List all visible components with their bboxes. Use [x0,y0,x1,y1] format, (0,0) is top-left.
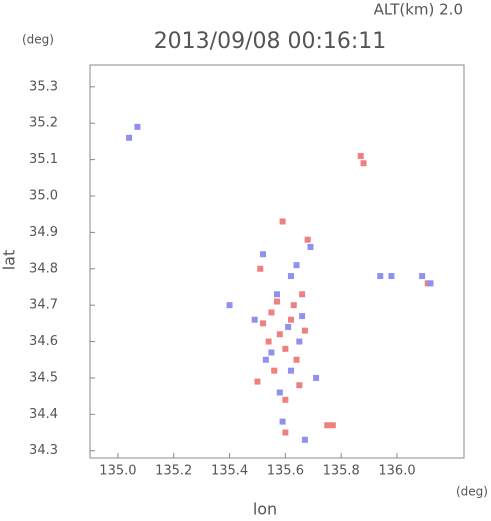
echo-point [329,422,336,429]
x-tick-label: 136.0 [378,464,415,479]
echo-point [296,338,303,345]
echo-point [324,422,331,429]
echo-point [287,367,294,374]
echo-point [271,367,278,374]
echo-point [262,356,269,363]
echo-point [357,152,364,159]
x-tick-label: 135.8 [323,464,360,479]
echo-point [251,316,258,323]
echo-point [296,382,303,389]
echo-point [377,273,384,280]
altitude: ALT(km) 2.0 [374,1,463,19]
x-tick-label: 135.0 [99,464,136,479]
y-tick-label: 34.8 [29,261,58,276]
echo-point [226,302,233,309]
echo-point [304,236,311,243]
echo-point [276,331,283,338]
echo-point [282,345,289,352]
echo-point [254,378,261,385]
echo-point [293,262,300,269]
echo-point [274,291,280,298]
echo-point [287,273,294,280]
y-tick-label: 34.3 [29,443,58,458]
echo-point [293,356,300,363]
y-tick-label: 35.3 [29,79,58,94]
echo-point [299,291,306,298]
echo-point [427,280,434,287]
chart-title: 2013/09/08 00:16:11 [154,29,387,54]
echo-point [287,316,294,323]
x-tick-label: 135.4 [211,464,248,479]
echo-point [299,313,306,320]
echo-point [134,123,141,130]
x-axis-label: lon [253,500,277,519]
echo-point [290,302,297,309]
echo-point [388,273,395,280]
y-axis-label: lat [0,250,19,271]
echo-point [282,429,289,436]
echo-point [265,338,272,345]
echo-point [260,320,267,327]
echo-point [285,324,292,330]
y-tick-label: 34.6 [29,334,58,349]
echo-point [279,418,286,425]
echo-point [268,349,275,356]
y-tick-label: 35.1 [29,152,58,167]
y-tick-label: 35.0 [29,189,58,204]
echo-point [260,251,267,258]
echo-point [301,436,308,443]
x-tick-label: 135.6 [267,464,304,479]
echo-point [279,218,286,225]
y-tick-label: 34.9 [29,225,58,240]
y-unit: (deg) [22,33,54,47]
plot-frame [89,64,465,459]
echo-point [268,309,275,316]
x-unit: (deg) [456,485,488,499]
y-tick-label: 35.2 [29,116,58,131]
echo-point [257,265,264,272]
echo-point [301,327,308,334]
echo-point [360,160,367,167]
y-tick-label: 34.7 [29,298,58,313]
echo-point [274,298,280,305]
echo-point [313,374,320,381]
y-tick-label: 34.5 [29,370,58,385]
echo-point [307,243,314,250]
echo-point [419,273,426,280]
y-tick-label: 34.4 [29,407,58,422]
echo-point [282,396,289,403]
echo-point [126,134,133,141]
echo-point [276,389,283,396]
x-tick-label: 135.2 [155,464,192,479]
